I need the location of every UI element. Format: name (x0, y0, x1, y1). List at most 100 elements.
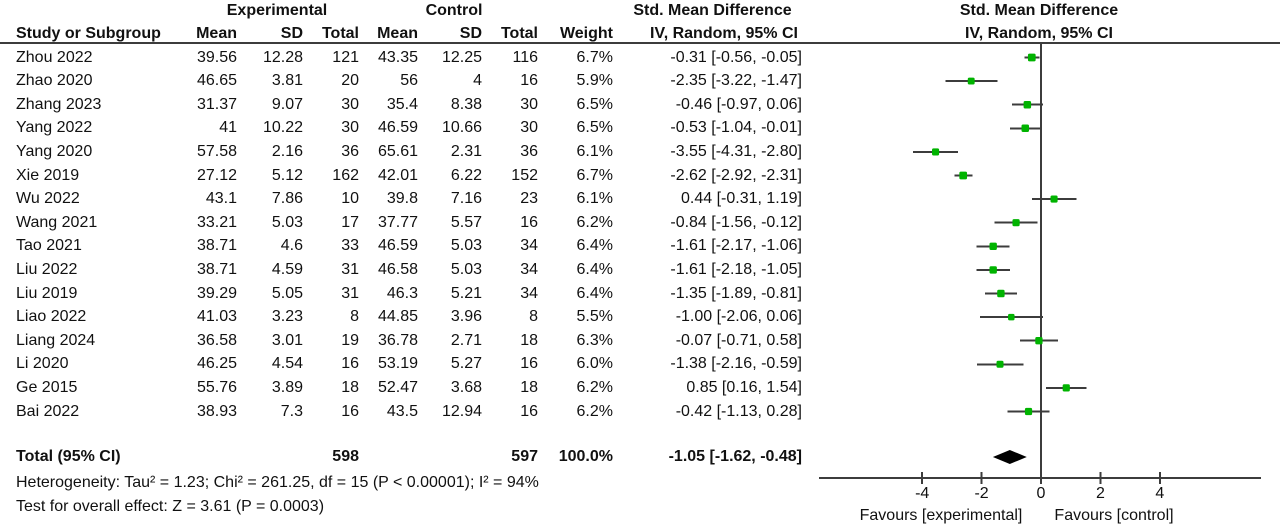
table-row: Ge 2015 55.76 3.89 18 52.47 3.68 18 6.2% 0.85 [0… (0, 377, 810, 399)
table-row: Wu 2022 43.1 7.86 10 39.8 7.16 23 6.1% 0.44 [-0.… (0, 188, 810, 210)
ci-text-cell: -1.61 [-2.17, -1.06] (670, 237, 802, 255)
exp-total-cell: 18 (341, 378, 359, 396)
ctrl-mean-cell: 44.85 (377, 308, 418, 326)
ci-text-cell: -3.55 [-4.31, -2.80] (670, 142, 802, 160)
ctrl-total-cell: 18 (520, 331, 538, 349)
column-header-iv-plot: IV, Random, 95% CI (965, 25, 1113, 42)
study-name: Yang 2020 (16, 142, 93, 160)
ctrl-sd-cell: 10.66 (441, 119, 482, 137)
ctrl-total-cell: 116 (512, 48, 538, 66)
ci-text-cell: -0.53 [-1.04, -0.01] (670, 119, 802, 137)
ctrl-total-cell: 34 (520, 284, 538, 302)
effect-marker (1012, 219, 1020, 227)
study-name: Liang 2024 (16, 331, 96, 349)
effect-marker (1035, 337, 1043, 345)
weight-cell: 6.2% (576, 378, 613, 396)
exp-mean-cell: 55.76 (196, 378, 237, 396)
ctrl-total-cell: 36 (520, 142, 538, 160)
study-name: Zhang 2023 (16, 95, 102, 113)
weight-cell: 6.1% (576, 190, 613, 208)
ctrl-total-cell: 152 (511, 166, 538, 184)
exp-sd-cell: 4.6 (280, 237, 303, 255)
ctrl-mean-cell: 46.58 (377, 260, 418, 278)
axis-tick-label: 2 (1096, 485, 1105, 502)
weight-cell: 6.1% (576, 142, 613, 160)
exp-sd-cell: 3.23 (271, 308, 303, 326)
ctrl-mean-cell: 36.78 (377, 331, 418, 349)
exp-sd-cell: 7.3 (280, 402, 303, 420)
total-exp-n: 598 (332, 448, 359, 465)
ctrl-total-cell: 8 (529, 308, 538, 326)
weight-cell: 6.7% (576, 48, 613, 66)
ctrl-mean-cell: 65.61 (377, 142, 418, 160)
ctrl-mean-cell: 46.3 (386, 284, 418, 302)
ctrl-sd-cell: 4 (473, 72, 482, 90)
ctrl-total-cell: 18 (520, 378, 538, 396)
ctrl-mean-cell: 52.47 (377, 378, 418, 396)
table-row: Liu 2019 39.29 5.05 31 46.3 5.21 34 6.4% -1.35 [… (0, 283, 810, 305)
ctrl-sd-cell: 5.21 (450, 284, 482, 302)
ci-text-cell: -0.42 [-1.13, 0.28] (675, 402, 802, 420)
study-name: Wu 2022 (16, 190, 80, 208)
exp-mean-cell: 57.58 (196, 142, 237, 160)
exp-sd-cell: 4.59 (271, 260, 303, 278)
weight-cell: 6.4% (576, 237, 613, 255)
ci-text-cell: -0.31 [-0.56, -0.05] (670, 48, 802, 66)
weight-cell: 6.4% (576, 260, 613, 278)
total-label: Total (95% CI) (16, 448, 121, 465)
ctrl-total-cell: 16 (520, 213, 538, 231)
exp-total-cell: 16 (341, 402, 359, 420)
exp-total-cell: 162 (332, 166, 359, 184)
exp-mean-cell: 38.71 (196, 237, 237, 255)
table-row: Zhou 2022 39.56 12.28 121 43.35 12.25 116 6.7% -… (0, 47, 810, 69)
effect-marker (1027, 53, 1036, 62)
group-header-experimental: Experimental (226, 2, 328, 19)
ci-text-cell: 0.44 [-0.31, 1.19] (681, 190, 802, 208)
ctrl-total-cell: 30 (520, 95, 538, 113)
ci-text-cell: -1.00 [-2.06, 0.06] (675, 308, 802, 326)
exp-sd-cell: 3.81 (271, 72, 303, 90)
ci-text-cell: -1.38 [-2.16, -0.59] (670, 355, 802, 373)
exp-total-cell: 121 (332, 48, 359, 66)
group-header-control: Control (425, 2, 483, 19)
weight-cell: 6.3% (576, 331, 613, 349)
exp-total-cell: 10 (341, 190, 359, 208)
heterogeneity-text: Heterogeneity: Tau² = 1.23; Chi² = 261.2… (16, 474, 539, 491)
study-name: Liu 2019 (16, 284, 78, 302)
weight-cell: 6.2% (576, 402, 613, 420)
exp-sd-cell: 5.05 (271, 284, 303, 302)
exp-mean-cell: 46.65 (196, 72, 237, 90)
exp-sd-cell: 10.22 (262, 119, 303, 137)
table-row: Wang 2021 33.21 5.03 17 37.77 5.57 16 6.2% -0.84… (0, 212, 810, 234)
exp-mean-cell: 39.56 (196, 48, 237, 66)
effect-marker (989, 266, 997, 274)
table-row: Xie 2019 27.12 5.12 162 42.01 6.22 152 6.7% -2.6… (0, 165, 810, 187)
exp-total-cell: 30 (341, 95, 359, 113)
ctrl-sd-cell: 2.31 (450, 142, 482, 160)
ctrl-mean-cell: 39.8 (386, 190, 418, 208)
study-name: Xie 2019 (16, 166, 80, 184)
ctrl-sd-cell: 5.57 (450, 213, 482, 231)
weight-cell: 5.5% (576, 308, 613, 326)
weight-cell: 6.7% (576, 166, 613, 184)
effect-marker (996, 360, 1004, 368)
ctrl-sd-cell: 7.16 (450, 190, 482, 208)
effect-marker (1062, 384, 1070, 392)
overall-effect-text: Test for overall effect: Z = 3.61 (P = 0… (16, 498, 325, 515)
total-ci-text: -1.05 [-1.62, -0.48] (668, 448, 802, 465)
exp-total-cell: 31 (341, 260, 359, 278)
group-header-smd-text: Std. Mean Difference (633, 2, 792, 19)
ctrl-sd-cell: 3.68 (450, 378, 482, 396)
effect-marker (997, 289, 1005, 298)
exp-mean-cell: 41 (219, 119, 237, 137)
ctrl-sd-cell: 12.25 (441, 48, 482, 66)
axis-tick-label: -2 (974, 485, 988, 502)
table-row: Bai 2022 38.93 7.3 16 43.5 12.94 16 6.2% -0.42 [… (0, 401, 810, 423)
exp-sd-cell: 2.16 (271, 142, 303, 160)
exp-total-cell: 17 (341, 213, 359, 231)
effect-marker (989, 242, 997, 251)
study-name: Bai 2022 (16, 402, 80, 420)
column-header-ctrl-sd: SD (459, 25, 482, 42)
exp-mean-cell: 33.21 (196, 213, 237, 231)
total-ctrl-n: 597 (511, 448, 538, 465)
